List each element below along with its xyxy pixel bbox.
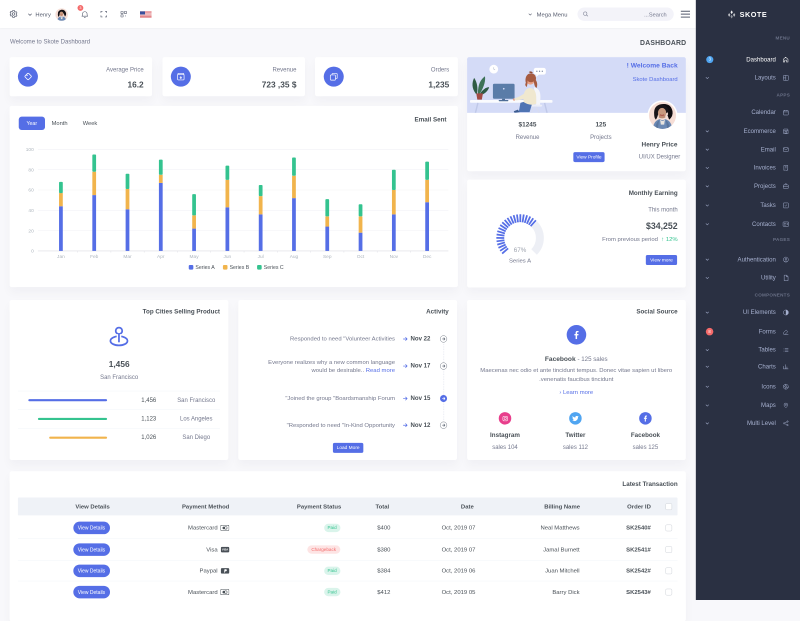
svg-text:60: 60 bbox=[28, 188, 34, 194]
svg-text:Sep: Sep bbox=[323, 254, 332, 260]
svg-text:Dec: Dec bbox=[423, 254, 432, 260]
svg-text:100: 100 bbox=[26, 147, 34, 153]
svg-text:Aug: Aug bbox=[290, 254, 299, 260]
svg-text:Mar: Mar bbox=[123, 254, 132, 260]
svg-text:20: 20 bbox=[28, 228, 34, 234]
svg-text:Jul: Jul bbox=[258, 254, 264, 260]
svg-text:May: May bbox=[189, 254, 199, 260]
svg-text:80: 80 bbox=[28, 167, 34, 173]
svg-text:40: 40 bbox=[28, 208, 34, 214]
svg-text:Apr: Apr bbox=[157, 254, 165, 260]
svg-text:Series B: Series B bbox=[229, 265, 249, 271]
svg-text:Series A: Series A bbox=[195, 265, 215, 271]
svg-text:Jun: Jun bbox=[223, 254, 231, 260]
svg-text:Series C: Series C bbox=[264, 265, 284, 271]
svg-text:Oct: Oct bbox=[357, 254, 365, 260]
svg-text:Jan: Jan bbox=[57, 254, 65, 260]
svg-text:0: 0 bbox=[31, 249, 34, 255]
svg-text:Nov: Nov bbox=[389, 254, 398, 260]
svg-text:Feb: Feb bbox=[90, 254, 99, 260]
